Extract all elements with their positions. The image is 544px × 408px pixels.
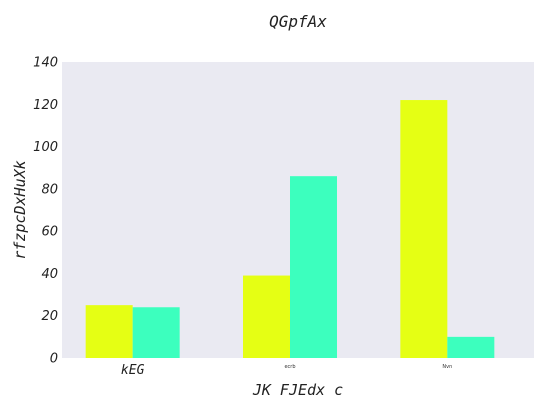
y-tick-label: 120 — [33, 98, 58, 113]
x-ticks-group: kEG ecrb Nvn — [121, 363, 452, 378]
bar-Nvn-series-1 — [400, 100, 448, 359]
x-tick-label: Nvn — [442, 364, 452, 370]
y-tick-label: 60 — [41, 225, 58, 240]
y-tick-label: 20 — [41, 309, 58, 324]
x-tick-label: kEG — [121, 363, 145, 378]
y-tick-label: 40 — [41, 267, 58, 282]
y-tick-label: 100 — [33, 140, 58, 155]
x-axis-label: JK FJEdx c — [252, 381, 343, 399]
bar-kEG-series-1 — [85, 305, 133, 358]
bars-group — [85, 100, 495, 359]
y-axis-label: rfzpcDxHuXk — [11, 160, 29, 259]
chart-title: QGpfAx — [269, 12, 327, 31]
bar-ecrb-series-2 — [290, 176, 337, 358]
y-tick-label: 0 — [50, 352, 58, 367]
bar-Nvn-series-2 — [447, 336, 495, 358]
y-ticks-group: 0 20 40 60 80 100 120 140 — [33, 56, 58, 367]
y-tick-label: 140 — [33, 56, 58, 71]
bar-kEG-series-2 — [132, 307, 180, 358]
x-tick-label: ecrb — [284, 364, 295, 370]
y-tick-label: 80 — [41, 182, 58, 197]
bar-ecrb-series-1 — [243, 275, 290, 358]
